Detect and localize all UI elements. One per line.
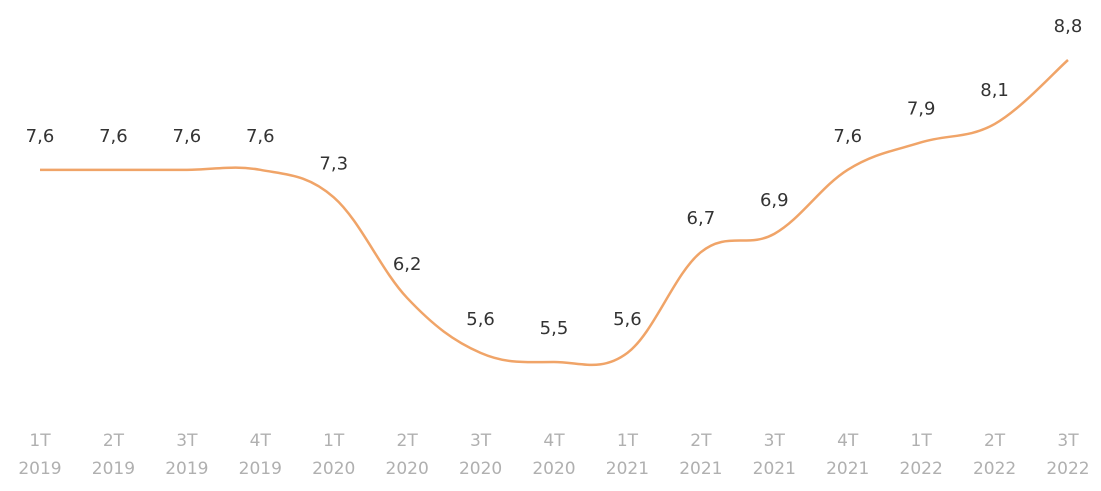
x-tick-label: 2T <box>397 431 419 451</box>
value-label: 7,6 <box>833 126 862 147</box>
value-label: 6,2 <box>393 254 422 275</box>
x-tick-label: 2021 <box>606 459 649 479</box>
value-label: 7,6 <box>26 126 55 147</box>
value-label: 7,9 <box>907 98 936 119</box>
x-tick-label: 4T <box>250 431 272 451</box>
x-tick-label: 2T <box>984 431 1006 451</box>
x-tick-label: 2021 <box>679 459 722 479</box>
value-label: 6,7 <box>687 208 716 229</box>
x-tick-label: 2T <box>690 431 712 451</box>
value-label: 5,6 <box>466 309 495 330</box>
value-label: 7,6 <box>173 126 202 147</box>
x-tick-label: 2019 <box>239 459 282 479</box>
x-tick-label: 3T <box>1057 431 1079 451</box>
value-label: 6,9 <box>760 190 789 211</box>
x-tick-label: 2019 <box>92 459 135 479</box>
x-tick-label: 1T <box>29 431 51 451</box>
x-tick-label: 2020 <box>532 459 575 479</box>
x-tick-label: 2022 <box>973 459 1016 479</box>
x-tick-label: 4T <box>543 431 565 451</box>
x-tick-label: 2019 <box>165 459 208 479</box>
line <box>39 59 1069 367</box>
x-tick-label: 2022 <box>900 459 943 479</box>
x-tick-label: 1T <box>911 431 933 451</box>
x-tick-label: 2T <box>103 431 125 451</box>
x-tick-label: 4T <box>837 431 859 451</box>
x-tick-label: 3T <box>764 431 786 451</box>
x-tick-label: 2021 <box>826 459 869 479</box>
value-label: 7,6 <box>246 126 275 147</box>
x-tick-label: 2020 <box>386 459 429 479</box>
x-tick-label: 3T <box>470 431 492 451</box>
x-tick-label: 2021 <box>753 459 796 479</box>
x-tick-label: 2022 <box>1046 459 1089 479</box>
value-label: 8,8 <box>1054 16 1083 37</box>
value-label: 7,3 <box>319 153 348 174</box>
x-tick-label: 2019 <box>18 459 61 479</box>
value-label: 7,6 <box>99 126 128 147</box>
x-tick-label: 2020 <box>459 459 502 479</box>
x-tick-label: 3T <box>176 431 198 451</box>
value-label: 5,5 <box>540 318 569 339</box>
x-tick-label: 2020 <box>312 459 355 479</box>
x-tick-label: 1T <box>617 431 639 451</box>
value-label: 5,6 <box>613 309 642 330</box>
x-tick-label: 1T <box>323 431 345 451</box>
value-label: 8,1 <box>980 80 1009 101</box>
